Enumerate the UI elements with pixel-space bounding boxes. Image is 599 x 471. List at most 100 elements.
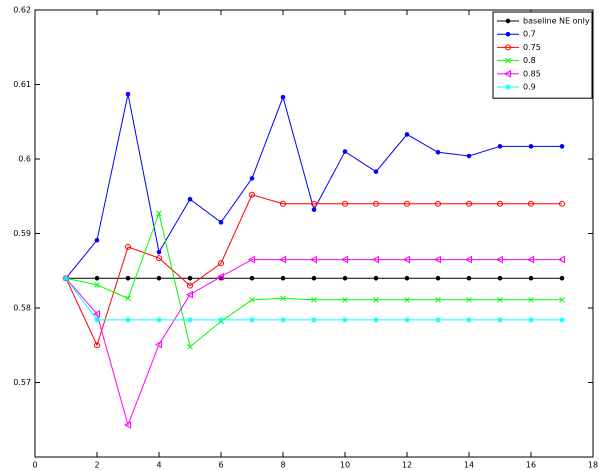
legend-marker <box>505 44 511 51</box>
point <box>559 296 565 303</box>
point <box>466 153 472 159</box>
point <box>94 275 100 281</box>
point <box>156 210 162 217</box>
point <box>94 316 100 323</box>
point <box>526 255 534 264</box>
y-tick-label: 0.6 <box>18 155 31 164</box>
point <box>187 282 193 289</box>
point <box>559 275 565 281</box>
point <box>528 316 534 323</box>
x-tick-label: 14 <box>464 461 474 470</box>
point <box>125 295 131 302</box>
legend-box <box>492 11 593 99</box>
point <box>433 255 441 264</box>
point <box>466 296 472 303</box>
point <box>373 169 379 174</box>
legend-label: 0.8 <box>523 56 536 65</box>
point <box>280 295 286 302</box>
point <box>404 316 410 323</box>
point <box>528 275 534 281</box>
point <box>311 207 317 212</box>
point <box>373 275 379 281</box>
point <box>497 144 503 149</box>
point <box>249 176 255 181</box>
x-tick-label: 0 <box>32 461 37 470</box>
legend-marker <box>505 31 511 37</box>
point <box>435 275 441 281</box>
legend-marker <box>505 18 511 24</box>
point <box>404 296 410 303</box>
legend-marker <box>505 57 511 64</box>
x-tick-label: 18 <box>588 461 598 470</box>
point <box>187 316 193 323</box>
point <box>373 296 379 303</box>
point <box>125 316 131 323</box>
legend-label: baseline NE only <box>523 17 590 26</box>
point <box>435 296 441 303</box>
series-line <box>65 259 562 427</box>
y-tick-label: 0.57 <box>13 378 31 387</box>
point <box>187 343 193 350</box>
point <box>249 191 255 198</box>
point <box>402 255 410 264</box>
point <box>218 316 224 323</box>
point <box>94 342 100 349</box>
point <box>125 275 131 281</box>
point <box>187 275 193 281</box>
point <box>342 200 348 207</box>
point <box>125 243 131 250</box>
point <box>156 316 162 323</box>
point <box>559 144 565 149</box>
legend: baseline NE only 0.7 0.75 0.8 0.85 0.9 <box>492 11 593 99</box>
legend-label: 0.7 <box>523 30 536 39</box>
legend-label: 0.75 <box>523 43 541 52</box>
point <box>218 220 224 225</box>
y-tick-label: 0.62 <box>13 6 31 15</box>
point <box>156 275 162 281</box>
point <box>466 200 472 207</box>
point <box>342 316 348 323</box>
point <box>125 91 131 97</box>
point <box>342 149 348 154</box>
point <box>249 275 255 281</box>
legend-label: 0.85 <box>523 69 541 78</box>
point <box>435 316 441 323</box>
x-tick-label: 8 <box>280 461 285 470</box>
point <box>311 316 317 323</box>
point <box>309 255 317 264</box>
point <box>373 200 379 207</box>
point <box>247 255 255 264</box>
point <box>528 144 534 149</box>
legend-marker <box>505 84 511 90</box>
point <box>557 255 565 264</box>
point <box>216 272 224 281</box>
point <box>435 200 441 207</box>
point <box>497 296 503 303</box>
point <box>156 249 162 255</box>
point <box>187 196 193 202</box>
point <box>156 255 162 262</box>
point <box>278 255 286 264</box>
point <box>185 290 193 299</box>
point <box>342 275 348 281</box>
point <box>63 275 69 282</box>
x-tick-label: 12 <box>402 461 412 470</box>
point <box>280 275 286 281</box>
point <box>559 316 565 323</box>
y-tick-label: 0.58 <box>13 304 31 313</box>
point <box>404 132 410 137</box>
point <box>464 255 472 264</box>
point <box>466 275 472 281</box>
point <box>497 275 503 281</box>
point <box>404 275 410 281</box>
point <box>373 316 379 323</box>
point <box>435 149 441 155</box>
point <box>371 255 379 264</box>
legend-marker <box>503 69 511 78</box>
y-tick-label: 0.61 <box>13 80 31 89</box>
x-tick-label: 16 <box>526 461 536 470</box>
point <box>497 316 503 323</box>
point <box>497 200 503 207</box>
point <box>311 275 317 281</box>
